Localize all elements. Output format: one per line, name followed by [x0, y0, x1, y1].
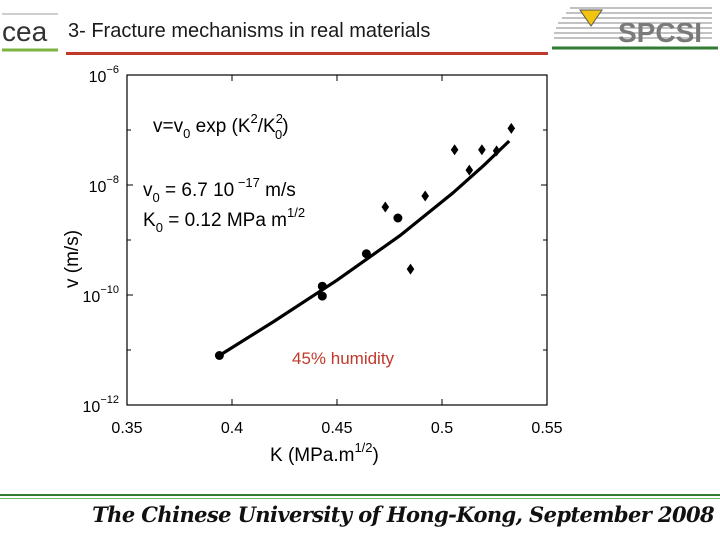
footer-rule: [0, 494, 720, 499]
diamond-point: [492, 145, 501, 157]
diamond-point: [507, 122, 516, 134]
x-tick-label: 0.55: [531, 420, 562, 437]
diamond-point: [421, 190, 429, 202]
axis-ticks: [126, 74, 548, 406]
y-tick-labels: 10−6 10−8 10−10 10−12: [83, 64, 119, 416]
humidity-label: 45% humidity: [292, 349, 395, 368]
circle-point: [214, 351, 224, 360]
footer-text: The Chinese University of Hong-Kong, Sep…: [92, 502, 714, 527]
diamond-point: [450, 144, 459, 156]
y-tick-label: 10−10: [83, 284, 119, 306]
circle-point: [361, 249, 371, 259]
cea-logo-text: cea: [2, 16, 48, 47]
spcsi-logo: SPCSI: [552, 7, 718, 50]
circle-point: [393, 213, 403, 223]
spcsi-logo-text: SPCSI: [618, 17, 702, 48]
circle-point: [317, 291, 327, 301]
y-tick-label: 10−12: [83, 394, 119, 416]
x-axis-label: K (MPa.m1/2): [270, 440, 379, 466]
data-points: [214, 122, 516, 360]
x-tick-labels: 0.35 0.4 0.45 0.5 0.55: [111, 420, 562, 437]
y-tick-label: 10−6: [89, 64, 119, 86]
y-tick-label: 10−8: [89, 174, 119, 196]
header-rule: [66, 52, 548, 55]
x-tick-label: 0.4: [221, 420, 243, 437]
diamond-point: [406, 263, 415, 275]
diamond-point: [478, 144, 486, 156]
v0-label: v0 = 6.7 10 −17 m/s: [143, 175, 296, 205]
x-tick-label: 0.45: [321, 420, 352, 437]
page-title: 3- Fracture mechanisms in real materials: [68, 20, 431, 42]
spcsi-triangle-icon: [579, 9, 603, 27]
chart: 0.35 0.4 0.45 0.5 0.55 10−6 10−8 10−10 10−12 v=…: [62, 64, 563, 466]
cea-logo: cea: [0, 8, 60, 56]
diamond-point: [465, 164, 474, 176]
x-tick-label: 0.35: [111, 420, 142, 437]
x-tick-label: 0.5: [431, 420, 453, 437]
diamond-point: [381, 201, 390, 213]
circle-point: [317, 281, 327, 291]
equation-label: v=v0 exp (K2/K2 0): [153, 111, 289, 142]
y-axis-label: v (m/s): [62, 230, 83, 288]
k0-label: K0 = 0.12 MPa m1/2: [143, 205, 305, 235]
fit-line: [218, 139, 511, 357]
